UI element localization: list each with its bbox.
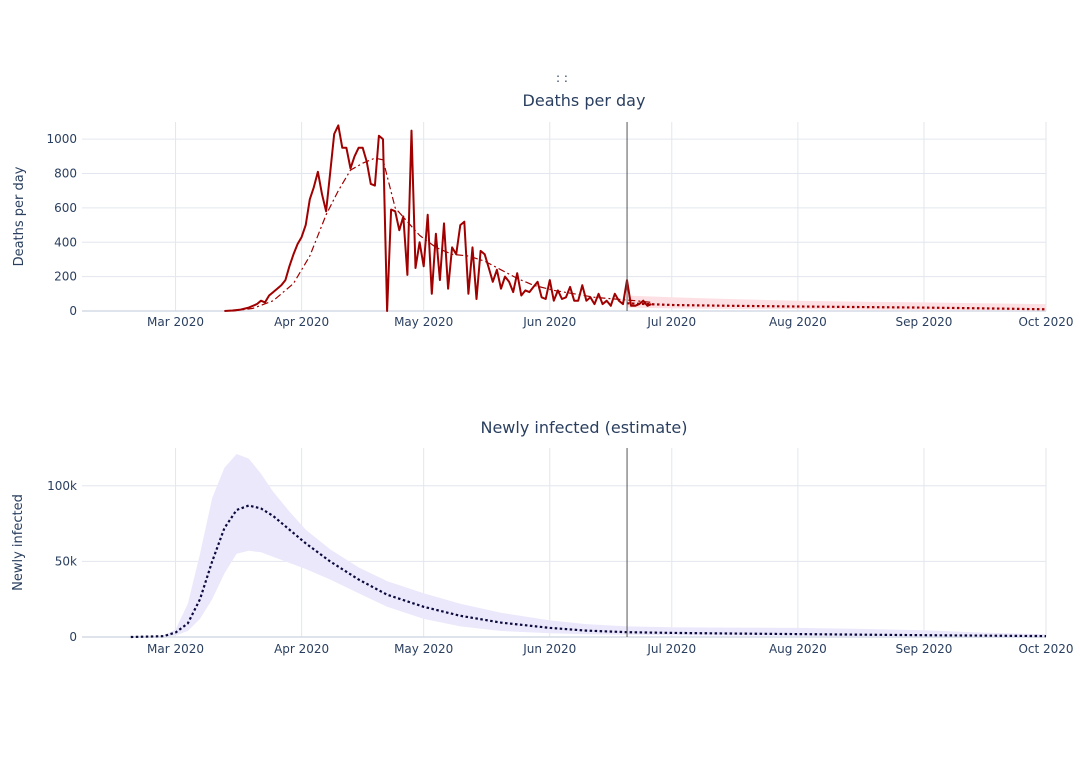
y-tick-label: 800 xyxy=(54,167,77,181)
series-line-dashdot xyxy=(232,157,652,312)
x-tick-label: May 2020 xyxy=(394,642,453,656)
y-tick-label: 0 xyxy=(69,630,77,644)
y-tick-label: 50k xyxy=(55,554,77,568)
deaths-per-day-chart: 0 200 400 600 800 1000 Mar 2020 Apr 2020 May 202… xyxy=(12,91,1074,329)
y-tick-label: 0 xyxy=(69,304,77,318)
x-tick-label: Sep 2020 xyxy=(895,315,952,329)
y-tick-label: 100k xyxy=(47,479,77,493)
newly-infected-chart: 0 50k 100k Mar 2020 Apr 2020 May 2020 Jun 2020… xyxy=(11,418,1074,656)
x-tick-label: May 2020 xyxy=(394,315,453,329)
uncertainty-band xyxy=(163,454,1046,637)
x-tick-label: Apr 2020 xyxy=(274,315,329,329)
x-tick-label: Jun 2020 xyxy=(522,315,576,329)
y-tick-label: 400 xyxy=(54,235,77,249)
x-tick-label: Oct 2020 xyxy=(1018,315,1073,329)
y-tick-label: 200 xyxy=(54,270,77,284)
series-line-dotted xyxy=(130,504,1047,639)
x-tick-label: Aug 2020 xyxy=(769,642,827,656)
x-tick-label: Apr 2020 xyxy=(274,642,329,656)
x-tick-label: Sep 2020 xyxy=(895,642,952,656)
x-tick-label: Jul 2020 xyxy=(646,642,696,656)
y-axis-title: Newly infected xyxy=(11,494,26,591)
x-tick-label: Oct 2020 xyxy=(1018,642,1073,656)
uncertainty-band xyxy=(627,295,1046,311)
series-line-solid xyxy=(224,124,652,312)
x-tick-label: Jun 2020 xyxy=(522,642,576,656)
x-tick-label: Aug 2020 xyxy=(769,315,827,329)
chart-title: Newly infected (estimate) xyxy=(480,418,687,437)
x-tick-label: Mar 2020 xyxy=(147,315,204,329)
y-tick-label: 1000 xyxy=(46,132,77,146)
y-tick-label: 600 xyxy=(54,201,77,215)
x-tick-label: Jul 2020 xyxy=(646,315,696,329)
x-tick-label: Mar 2020 xyxy=(147,642,204,656)
chart-title: Deaths per day xyxy=(523,91,646,110)
figure-top-label: : : xyxy=(556,71,568,85)
y-axis-title: Deaths per day xyxy=(12,166,27,266)
